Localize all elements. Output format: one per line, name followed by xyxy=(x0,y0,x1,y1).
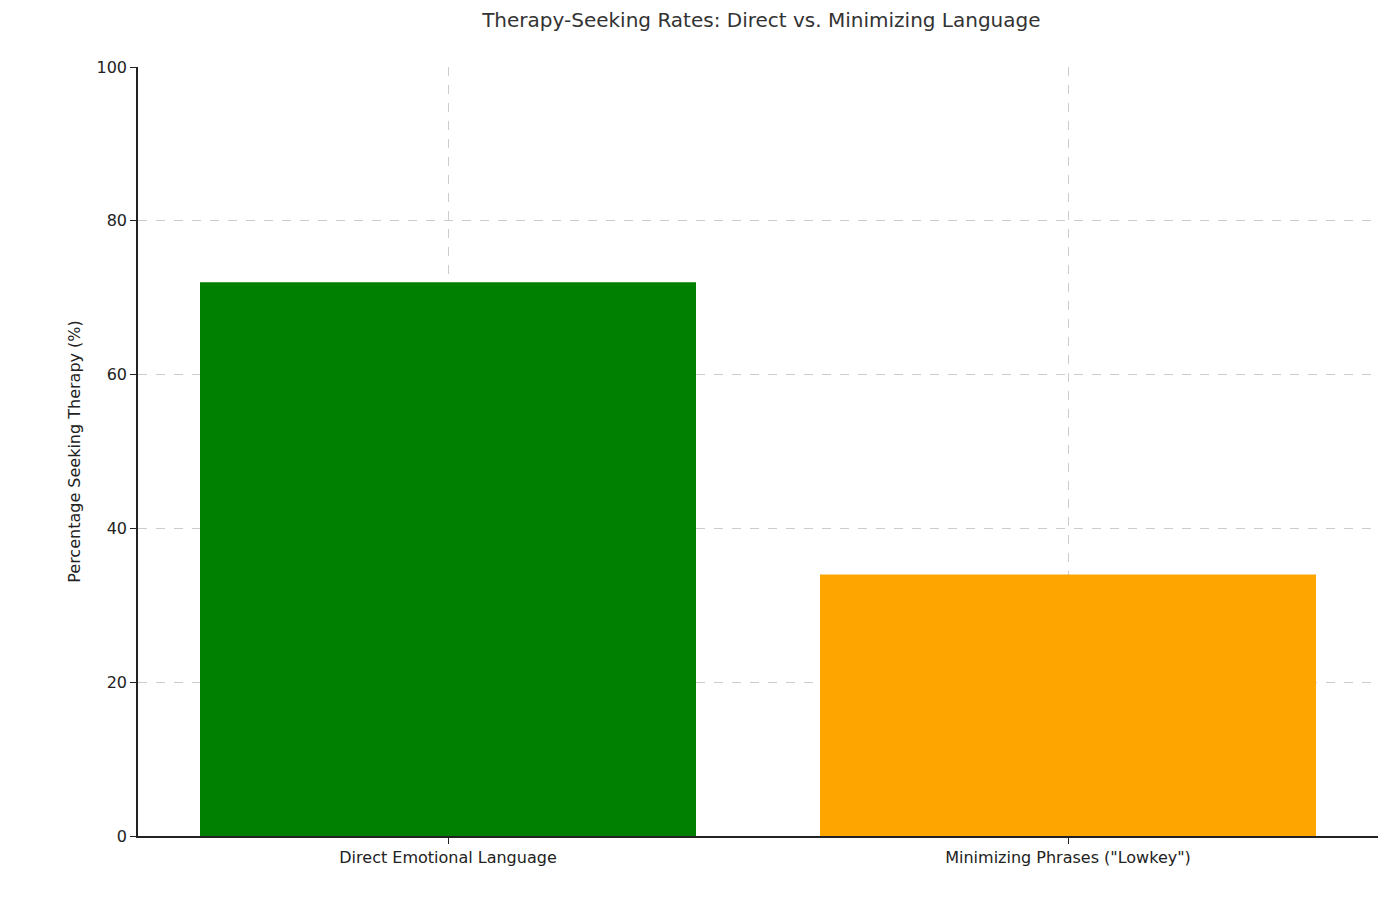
svg-text:80: 80 xyxy=(107,211,127,230)
svg-text:Direct Emotional Language: Direct Emotional Language xyxy=(339,848,556,867)
svg-text:Therapy-Seeking Rates: Direct: Therapy-Seeking Rates: Direct vs. Minimi… xyxy=(481,8,1040,32)
svg-text:20: 20 xyxy=(107,673,127,692)
svg-text:0: 0 xyxy=(117,827,127,846)
svg-text:40: 40 xyxy=(107,519,127,538)
svg-text:Percentage Seeking Therapy (%): Percentage Seeking Therapy (%) xyxy=(65,320,84,583)
svg-text:100: 100 xyxy=(97,58,128,77)
svg-text:60: 60 xyxy=(107,365,127,384)
svg-text:Minimizing Phrases ("Lowkey"): Minimizing Phrases ("Lowkey") xyxy=(945,848,1191,867)
